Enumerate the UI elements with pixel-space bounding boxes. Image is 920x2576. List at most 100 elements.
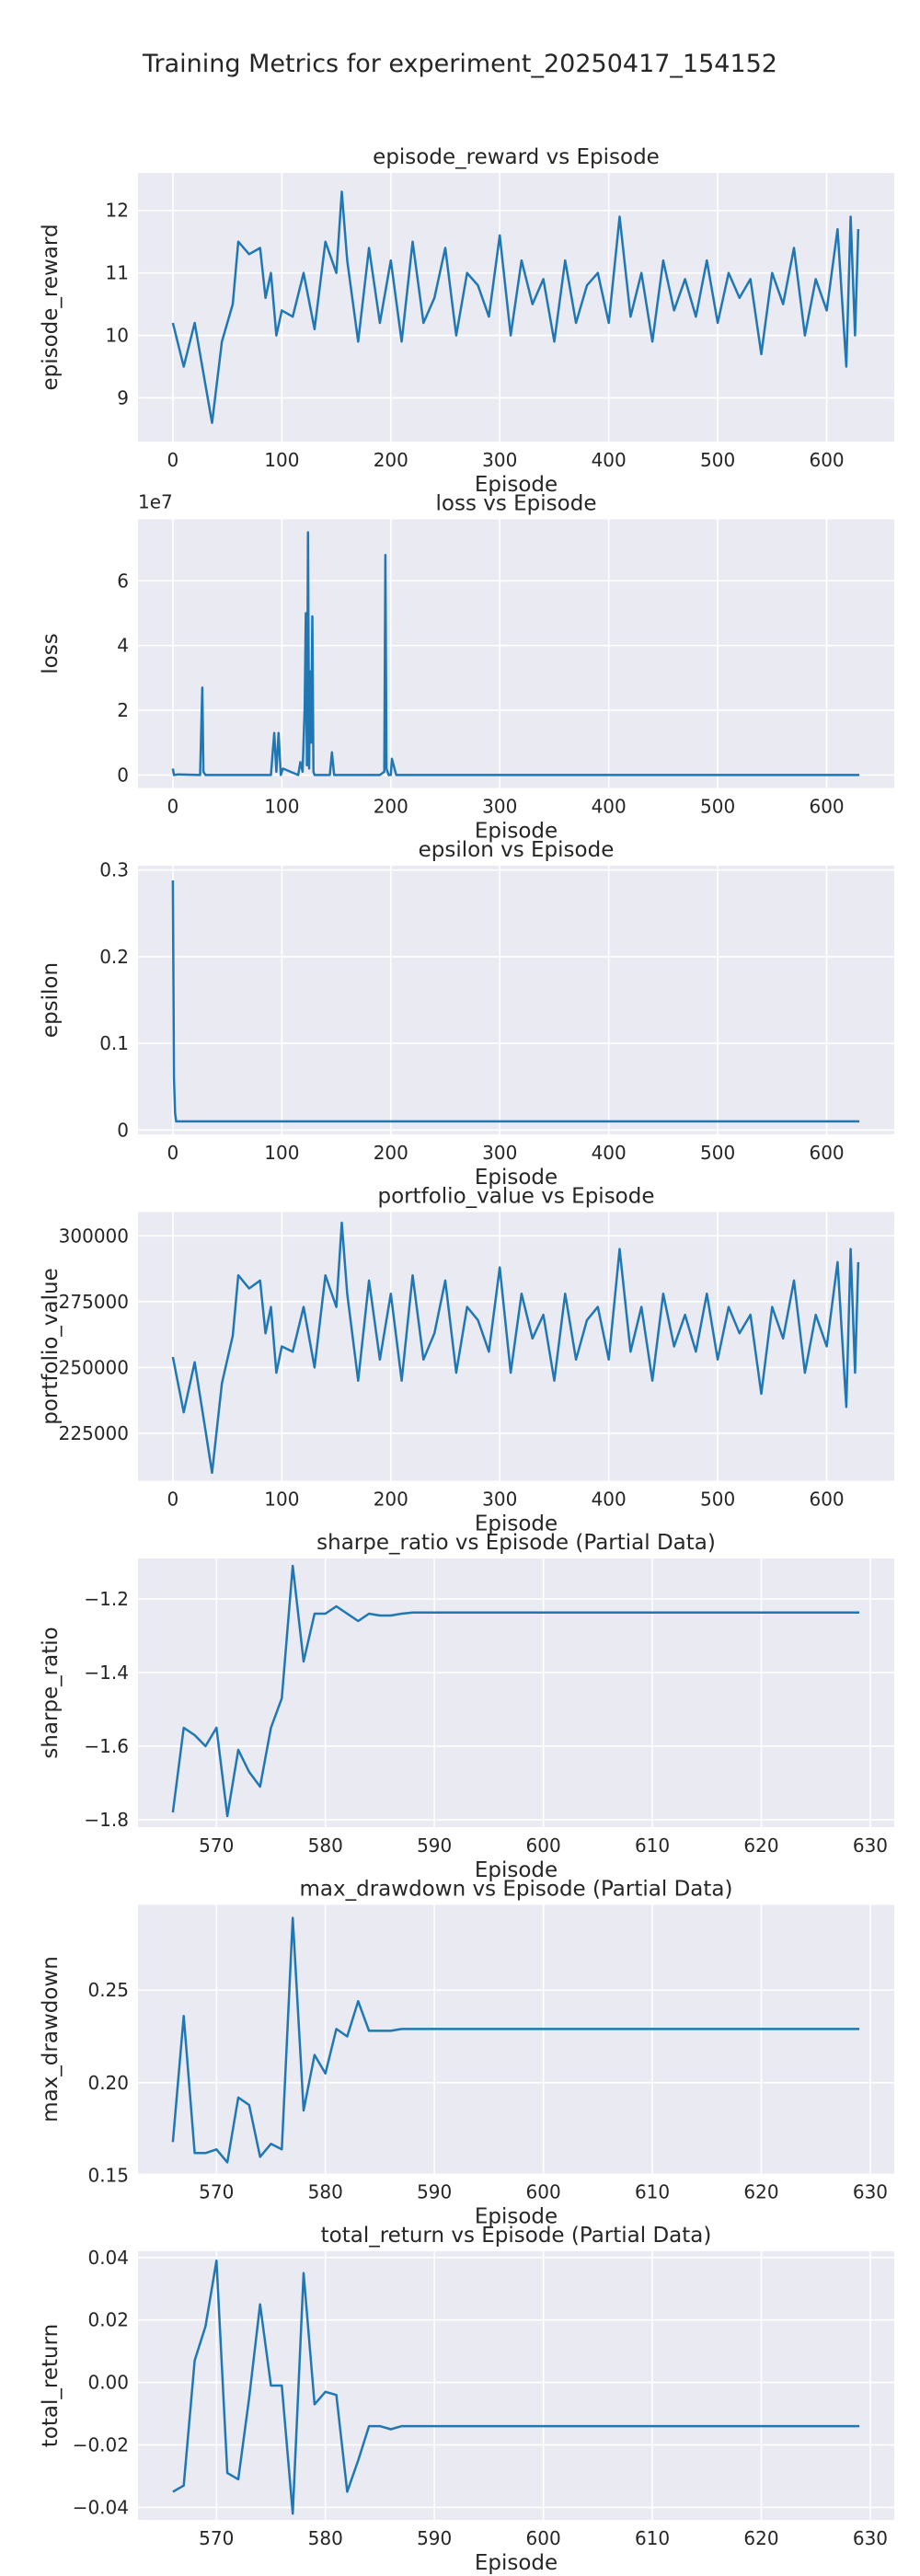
plot-area bbox=[138, 1212, 894, 1481]
x-tick-label: 600 bbox=[526, 2527, 561, 2549]
series-line bbox=[171, 1916, 860, 2164]
y-axis-label: loss bbox=[39, 633, 63, 673]
y-tick-label: 0.1 bbox=[99, 1032, 129, 1054]
x-tick-label: 0 bbox=[167, 1489, 179, 1511]
x-tick-label: 610 bbox=[635, 2181, 670, 2203]
chart-title: portfolio_value vs Episode bbox=[377, 1185, 654, 1209]
y-tick-label: 0.3 bbox=[99, 859, 129, 881]
x-tick-label: 590 bbox=[417, 2181, 452, 2203]
chart-panel-1: 0 100 200 300 400 500 600 9 10 11 12 episode_reward… bbox=[39, 145, 894, 497]
x-tick-label: 570 bbox=[199, 2181, 234, 2203]
x-tick-label: 500 bbox=[700, 796, 735, 818]
y-axis-label: portfolio_value bbox=[39, 1268, 63, 1425]
x-tick-label: 200 bbox=[374, 796, 408, 818]
x-tick-label: 200 bbox=[374, 1142, 408, 1164]
series-line bbox=[171, 880, 860, 1123]
chart-panel-2: 0 100 200 300 400 500 600 0 2 4 6 1e7 loss vs Episod… bbox=[39, 491, 894, 844]
x-tick-label: 580 bbox=[308, 2181, 343, 2203]
y-tick-label: 0.20 bbox=[87, 2072, 129, 2094]
x-tick-label: 400 bbox=[592, 796, 627, 818]
x-tick-label: 620 bbox=[743, 1834, 778, 1857]
series-line bbox=[171, 190, 860, 424]
x-tick-label: 610 bbox=[635, 1834, 670, 1857]
chart-panel-4: 0 100 200 300 400 500 600 225000 250000 275000 300… bbox=[39, 1185, 894, 1536]
y-tick-label: 12 bbox=[106, 200, 129, 222]
plot-area bbox=[138, 1558, 894, 1827]
x-axis-label: Episode bbox=[475, 473, 558, 497]
x-tick-label: 600 bbox=[809, 1142, 844, 1164]
y-axis-label: episode_reward bbox=[39, 224, 63, 390]
chart-title: loss vs Episode bbox=[436, 492, 597, 516]
x-tick-label: 300 bbox=[482, 1142, 517, 1164]
y-tick-label: 0.25 bbox=[87, 1979, 129, 2001]
x-tick-label: 630 bbox=[853, 1834, 888, 1857]
y-tick-label: −0.04 bbox=[73, 2496, 129, 2518]
y-tick-label: −1.8 bbox=[84, 1809, 129, 1831]
x-tick-label: 500 bbox=[700, 1489, 735, 1511]
y-tick-label: 4 bbox=[117, 635, 129, 657]
x-tick-label: 0 bbox=[167, 1142, 179, 1164]
x-axis-label: Episode bbox=[475, 1512, 558, 1536]
y-tick-label: 10 bbox=[106, 325, 129, 347]
x-tick-label: 400 bbox=[592, 1142, 627, 1164]
x-tick-label: 610 bbox=[635, 2527, 670, 2549]
chart-panel-5: 570 580 590 600 610 620 630 −1.8 −1.6 −1.4 −1.2 sha… bbox=[39, 1531, 894, 1882]
y-tick-label: 11 bbox=[106, 262, 129, 284]
y-axis-label: sharpe_ratio bbox=[39, 1627, 63, 1758]
x-tick-label: 0 bbox=[167, 796, 179, 818]
y-tick-label: 9 bbox=[117, 386, 129, 408]
y-tick-label: 2 bbox=[117, 699, 129, 721]
plot-area bbox=[138, 2251, 894, 2520]
y-tick-label: −1.6 bbox=[84, 1735, 129, 1757]
x-tick-label: 570 bbox=[199, 2527, 234, 2549]
chart-title: epsilon vs Episode bbox=[419, 838, 615, 862]
x-tick-label: 600 bbox=[809, 796, 844, 818]
chart-title: sharpe_ratio vs Episode (Partial Data) bbox=[316, 1531, 716, 1555]
plot-area bbox=[138, 866, 894, 1134]
x-tick-label: 590 bbox=[417, 1834, 452, 1857]
series-line bbox=[171, 1221, 860, 1475]
y-tick-label: 300000 bbox=[59, 1225, 129, 1247]
x-tick-label: 200 bbox=[374, 1489, 408, 1511]
x-axis-label: Episode bbox=[475, 1858, 558, 1882]
x-tick-label: 100 bbox=[264, 796, 299, 818]
x-tick-label: 100 bbox=[264, 1489, 299, 1511]
y-tick-label: 0.2 bbox=[99, 946, 129, 968]
chart-title: episode_reward vs Episode bbox=[373, 145, 660, 169]
chart-panel-7: 570 580 590 600 610 620 630 −0.04 −0.02 0.00 0.02 0… bbox=[39, 2224, 894, 2575]
x-tick-label: 600 bbox=[809, 1489, 844, 1511]
x-axis-label: Episode bbox=[475, 2205, 558, 2229]
y-tick-label: 0.04 bbox=[87, 2247, 129, 2269]
x-tick-label: 200 bbox=[374, 449, 408, 471]
x-tick-label: 400 bbox=[592, 449, 627, 471]
chart-panel-6: 570 580 590 600 610 620 630 0.15 0.20 0.25 max_dra… bbox=[39, 1878, 894, 2229]
plot-area bbox=[138, 519, 894, 788]
x-tick-label: 620 bbox=[743, 2527, 778, 2549]
series-line bbox=[171, 1564, 860, 1818]
chart-title: max_drawdown vs Episode (Partial Data) bbox=[300, 1878, 733, 1902]
y-tick-label: 0.00 bbox=[87, 2372, 129, 2394]
x-tick-label: 0 bbox=[167, 449, 179, 471]
figure-title: Training Metrics for experiment_20250417… bbox=[142, 50, 777, 78]
plot-area bbox=[138, 173, 894, 442]
x-tick-label: 600 bbox=[809, 449, 844, 471]
x-tick-label: 100 bbox=[264, 1142, 299, 1164]
x-axis-label: Episode bbox=[475, 1166, 558, 1190]
y-tick-label: 275000 bbox=[59, 1291, 129, 1313]
x-axis-label: Episode bbox=[475, 820, 558, 844]
x-tick-label: 590 bbox=[417, 2527, 452, 2549]
x-axis-label: Episode bbox=[475, 2551, 558, 2575]
series-line bbox=[172, 2259, 860, 2515]
x-tick-label: 300 bbox=[482, 1489, 517, 1511]
chart-title: total_return vs Episode (Partial Data) bbox=[321, 2224, 712, 2248]
chart-panel-3: 0 100 200 300 400 500 600 0 0.1 0.2 0.3 epsilon vs … bbox=[39, 838, 894, 1190]
y-axis-label: total_return bbox=[39, 2324, 63, 2447]
x-tick-label: 630 bbox=[853, 2527, 888, 2549]
x-tick-label: 580 bbox=[308, 1834, 343, 1857]
y-tick-label: 6 bbox=[117, 569, 129, 592]
y-axis-label: max_drawdown bbox=[39, 1956, 63, 2122]
y-tick-label: −0.02 bbox=[73, 2434, 129, 2456]
y-tick-label: 0 bbox=[117, 764, 129, 786]
y-tick-label: 250000 bbox=[59, 1356, 129, 1378]
